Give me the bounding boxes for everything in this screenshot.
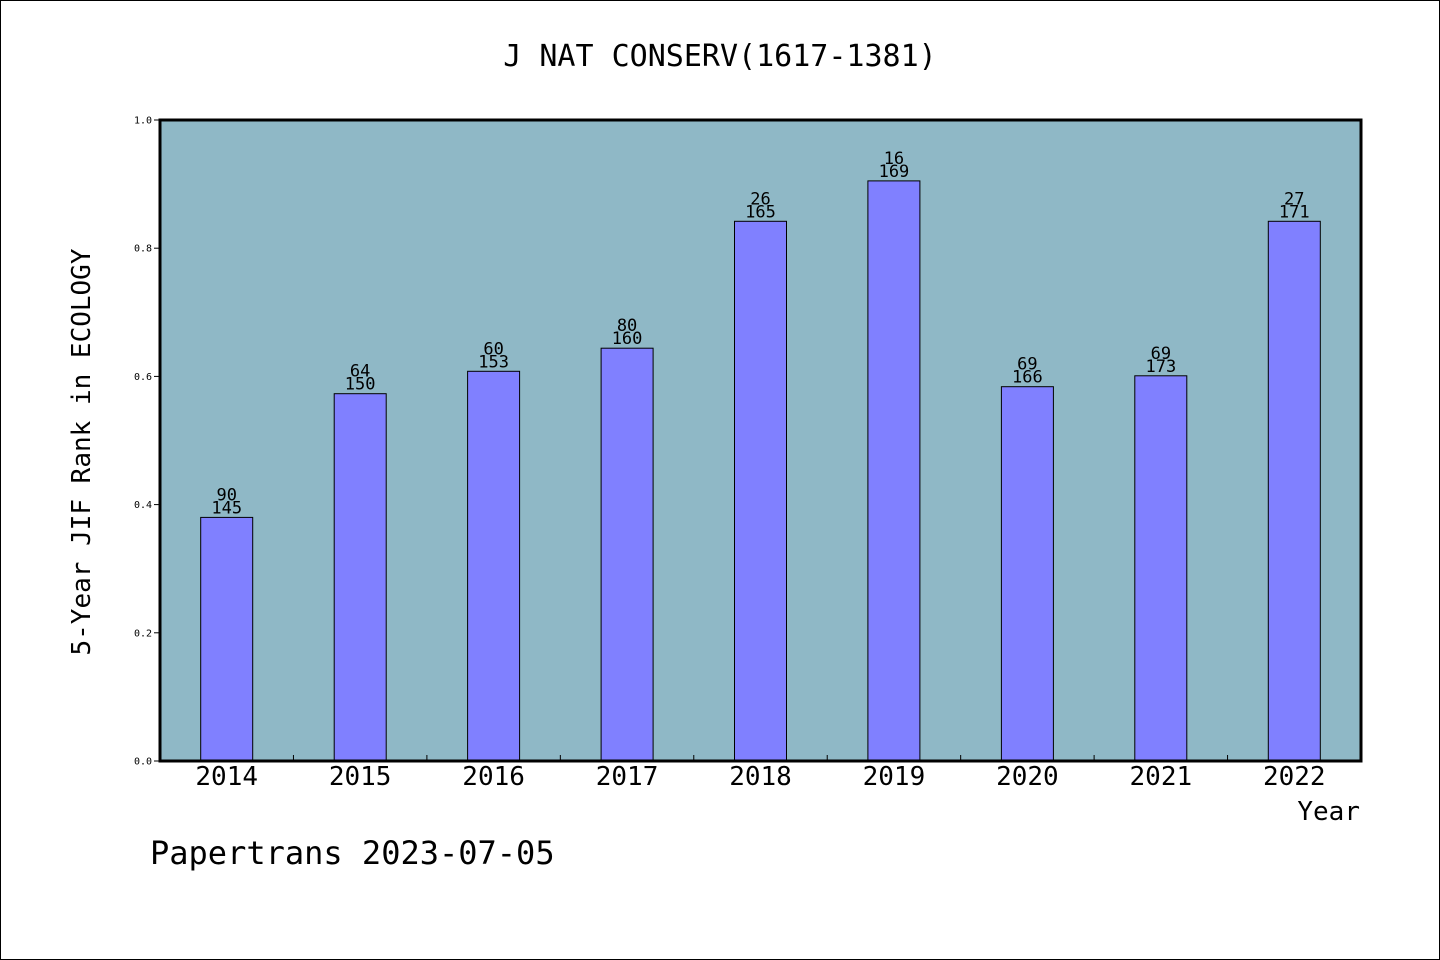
bar-total-label-2019: 169 xyxy=(879,162,910,182)
bar-2018 xyxy=(734,220,787,762)
bar-2016 xyxy=(467,370,521,762)
bar-rank-label-2016: 60 xyxy=(483,339,503,359)
bar-rank-label-2017: 80 xyxy=(617,316,637,336)
bar-rank-label-2018: 26 xyxy=(750,189,770,209)
bar-total-label-2017: 160 xyxy=(612,329,643,349)
x-tick-label-2017: 2017 xyxy=(596,762,659,792)
y-tick-label: 0.6 xyxy=(134,372,152,383)
x-tick-label-2021: 2021 xyxy=(1130,762,1193,792)
bars-group: 9014564150601538016026165161696916669173… xyxy=(200,149,1321,762)
x-tick-label-2019: 2019 xyxy=(863,762,926,792)
bar-rank-label-2020: 69 xyxy=(1017,355,1037,375)
x-tick-label-2018: 2018 xyxy=(729,762,792,792)
chart-title: J NAT CONSERV(1617-1381) xyxy=(503,39,936,74)
y-tick-label: 0.8 xyxy=(134,244,152,255)
y-tick-label: 0.2 xyxy=(134,628,152,639)
bar-total-label-2016: 153 xyxy=(478,352,509,372)
footer-text: Papertrans 2023-07-05 xyxy=(150,834,555,872)
y-tick-label: 0.0 xyxy=(134,757,152,768)
bar-rank-label-2019: 16 xyxy=(884,149,904,169)
bar-total-label-2015: 150 xyxy=(345,375,376,395)
bar-2020 xyxy=(1000,386,1054,762)
bar-total-label-2021: 173 xyxy=(1145,357,1176,377)
x-tick-label-2014: 2014 xyxy=(195,762,258,792)
x-tick-label-2022: 2022 xyxy=(1263,762,1326,792)
x-tick-label-2020: 2020 xyxy=(996,762,1059,792)
bar-total-label-2018: 165 xyxy=(745,202,776,222)
bar-rank-label-2021: 69 xyxy=(1151,344,1171,364)
bar-2017 xyxy=(600,347,654,762)
y-tick-label: 0.4 xyxy=(134,500,152,511)
x-axis-label: Year xyxy=(1297,797,1360,827)
bar-total-label-2022: 171 xyxy=(1279,202,1310,222)
y-tick-label: 1.0 xyxy=(134,116,152,127)
bar-rank-label-2015: 64 xyxy=(350,362,370,382)
bar-2015 xyxy=(333,393,387,762)
y-axis-label: 5-Year JIF Rank in ECOLOGY xyxy=(67,248,97,655)
bar-total-label-2020: 166 xyxy=(1012,368,1043,388)
x-tick-label-2015: 2015 xyxy=(329,762,392,792)
bar-rank-label-2014: 90 xyxy=(216,485,236,505)
bar-2022 xyxy=(1267,220,1321,762)
bar-2014 xyxy=(200,516,254,762)
bar-2019 xyxy=(867,180,921,762)
bar-total-label-2014: 145 xyxy=(211,498,242,518)
x-tick-label-2016: 2016 xyxy=(462,762,525,792)
plot-border xyxy=(158,118,1363,763)
bar-rank-label-2022: 27 xyxy=(1284,189,1304,209)
y-axis: 0.0 0.2 0.4 0.6 0.8 1.0 xyxy=(134,116,160,768)
x-axis: 2014 2015 2016 2017 2018 2019 2020 2021 2022 xyxy=(195,755,1326,792)
bar-2021 xyxy=(1134,375,1188,762)
